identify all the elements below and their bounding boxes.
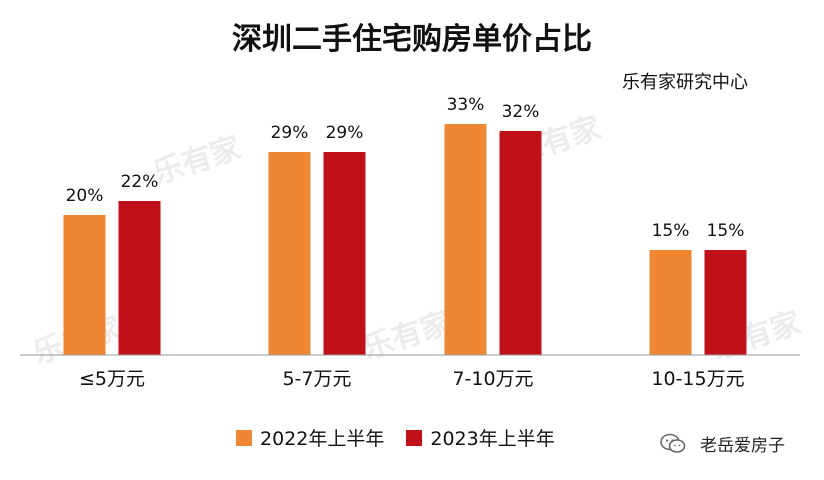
- legend-swatch-2022: [236, 429, 252, 446]
- chart-title: 深圳二手住宅购房单价占比: [232, 22, 592, 57]
- legend-label-2023: 2023年上半年: [430, 428, 555, 450]
- data-label-2022-2: 33%: [447, 95, 485, 115]
- legend-swatch-2023: [406, 429, 423, 446]
- watermark-text: 乐有家: [149, 130, 245, 191]
- legend: 2022年上半年 2023年上半年: [236, 424, 577, 451]
- source-label: 乐有家研究中心: [622, 72, 748, 93]
- bar-2022-3: [649, 250, 692, 355]
- watermark-text: 乐有家: [359, 305, 455, 366]
- bars-layer: [63, 124, 747, 355]
- data-label-2022-0: 20%: [66, 186, 104, 206]
- data-label-2023-2: 32%: [502, 102, 540, 122]
- legend-label-2022: 2022年上半年: [260, 428, 385, 450]
- category-label-2: 7-10万元: [452, 368, 533, 390]
- data-label-2022-1: 29%: [271, 123, 309, 143]
- category-label-3: 10-15万元: [651, 368, 744, 390]
- bar-2022-2: [444, 124, 487, 355]
- footer-label: 老岳爱房子: [700, 436, 785, 456]
- bar-2023-3: [704, 250, 747, 355]
- legend-item-2023: 2023年上半年: [406, 424, 555, 451]
- category-label-1: 5-7万元: [282, 368, 351, 390]
- bar-2023-0: [118, 201, 161, 355]
- data-label-2022-3: 15%: [652, 221, 690, 241]
- bar-2023-1: [323, 152, 366, 355]
- wechat-logo-icon: [660, 433, 686, 453]
- legend-item-2022: 2022年上半年: [236, 424, 384, 451]
- category-label-0: ≤5万元: [79, 368, 145, 390]
- data-label-2023-1: 29%: [326, 123, 364, 143]
- data-label-2023-3: 15%: [707, 221, 745, 241]
- bar-2022-1: [268, 152, 311, 355]
- labels-layer: 20% 22% ≤5万元 29% 29% 5-7万元 33% 32% 7-10万元 15% 15% 1…: [66, 95, 745, 390]
- bar-2023-2: [499, 131, 542, 355]
- data-label-2023-0: 22%: [121, 172, 159, 192]
- bar-2022-0: [63, 215, 106, 355]
- footer-credit: 老岳爱房子: [660, 431, 785, 456]
